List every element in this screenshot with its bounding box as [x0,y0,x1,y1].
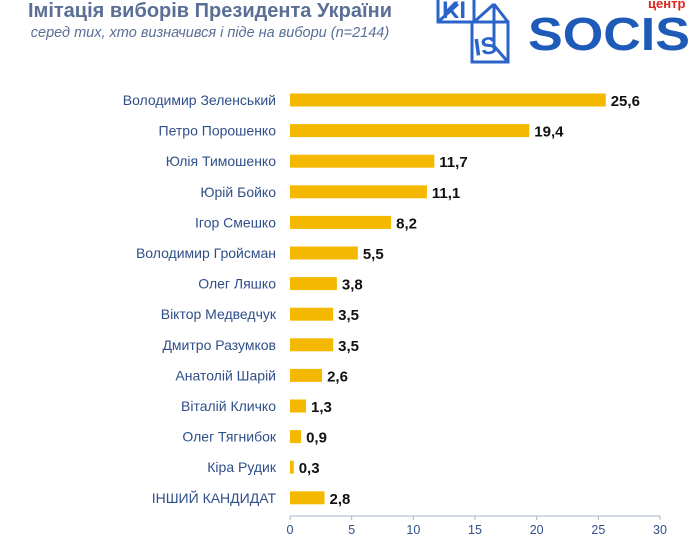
category-label: Віталій Кличко [181,398,276,414]
bar [290,368,323,382]
value-label: 0,9 [306,430,327,447]
value-label: 2,6 [327,368,348,385]
bar [290,185,427,199]
category-label: Петро Порошенко [159,123,277,139]
x-tick-label: 5 [348,523,355,537]
bar [290,338,334,352]
x-tick-label: 20 [530,523,544,537]
x-tick-label: 30 [653,523,667,537]
bar [290,491,325,505]
value-label: 1,3 [311,399,332,416]
socis-logo: центр SOCIS [528,0,690,60]
chart-subtitle: серед тих, хто визначився і піде на вибо… [30,25,390,41]
kiis-logo-top: KI [442,0,466,24]
value-label: 11,7 [439,154,467,171]
x-tick-label: 25 [591,523,605,537]
socis-logo-center: центр [648,0,685,11]
category-label: Олег Ляшко [198,276,276,292]
bar [290,124,530,138]
chart-title: Імітація виборів Президента України [27,0,393,22]
bars-group [290,93,606,505]
category-label: Володимир Зеленський [123,92,276,108]
category-label: Ігор Смешко [195,214,276,230]
category-label: Кіра Рудик [207,459,277,475]
value-label: 5,5 [363,246,384,263]
bar [290,154,435,168]
value-label: 8,2 [396,215,417,232]
x-tick-label: 0 [287,523,294,537]
bar [290,460,294,474]
bar [290,246,358,260]
value-label: 19,4 [534,124,564,141]
socis-logo-name: SOCIS [528,8,690,60]
category-label: ІНШИЙ КАНДИДАТ [152,489,277,506]
bar [290,430,302,444]
category-label: Володимир Гройсман [136,245,276,261]
x-ticks-group: 0 5 10 15 20 25 30 [287,516,667,537]
x-tick-label: 15 [468,523,482,537]
kiis-logo-bottom: IS [472,32,498,62]
bar [290,215,392,229]
bar-chart: Володимир Зеленський Петро Порошенко Юлія … [123,92,667,537]
value-labels-group: 25,6 19,4 11,7 11,1 8,2 5,53,8 3,5 3,5 2,6 1,3 0,9… [299,93,640,508]
value-label: 25,6 [611,93,640,110]
value-label: 3,5 [338,338,359,355]
value-label: 3,5 [338,307,359,324]
bar [290,93,606,107]
value-label: 3,8 [342,277,363,294]
category-label: Юлія Тимошенко [166,153,276,169]
category-label: Олег Тягнибок [182,429,276,445]
value-label: 11,1 [432,185,460,202]
value-label: 2,8 [330,491,351,508]
category-label: Юрій Бойко [200,184,276,200]
kiis-logo: KI IS [436,0,510,64]
bar [290,399,307,413]
category-label: Дмитро Разумков [162,337,276,353]
x-tick-label: 10 [406,523,420,537]
category-label: Анатолій Шарій [175,367,276,383]
category-label: Віктор Медведчук [161,306,277,322]
value-label: 0,3 [299,460,320,477]
bar [290,307,334,321]
category-labels-group: Володимир Зеленський Петро Порошенко Юлія … [123,92,277,506]
bar [290,277,337,291]
